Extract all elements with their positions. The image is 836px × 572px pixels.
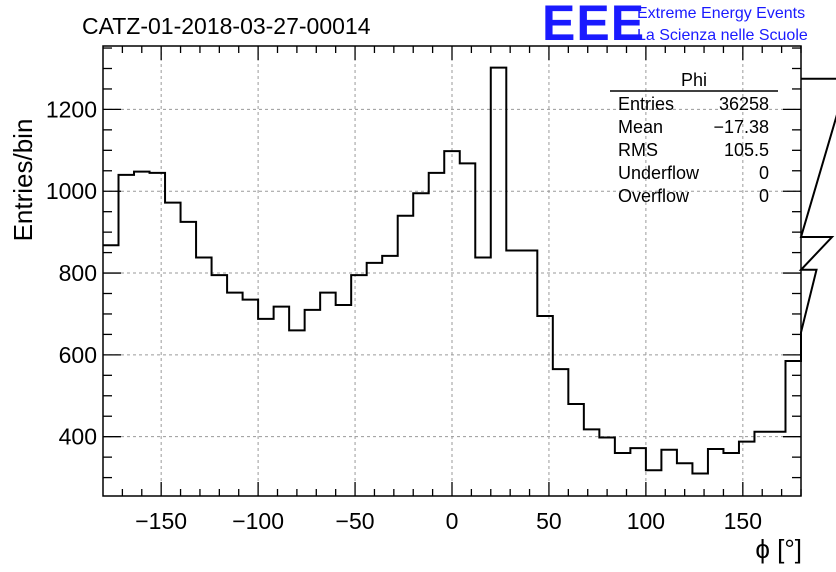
histogram-bin [227, 293, 243, 496]
stats-row-value: 36258 [719, 94, 769, 114]
histogram-bin [413, 193, 429, 496]
histogram-bin [398, 216, 414, 496]
histogram-bin [723, 453, 739, 496]
stats-row-label: Entries [618, 94, 674, 114]
histogram-bin [739, 442, 755, 496]
logo-mark: EEE [542, 0, 645, 51]
histogram-bin [119, 175, 135, 496]
logo-line1: Extreme Energy Events [637, 5, 805, 22]
stats-row-label: Overflow [618, 186, 690, 206]
logo-line2: La Scienza nelle Scuole [637, 27, 808, 44]
y-tick-label: 1000 [46, 178, 97, 204]
x-axis-label: ϕ [°] [755, 534, 802, 564]
stats-title: Phi [681, 70, 707, 90]
histogram-bin [289, 330, 305, 496]
x-tick-label: −150 [135, 508, 187, 534]
histogram-bin [429, 173, 445, 496]
histogram-bin [460, 163, 476, 496]
stats-row-value: 105.5 [724, 140, 769, 160]
histogram-bin [599, 438, 615, 497]
y-tick-label: 400 [59, 424, 97, 450]
histogram-bin [103, 245, 119, 496]
histogram-bin [754, 432, 770, 496]
plot-frame [102, 45, 802, 497]
y-tick-label: 600 [59, 342, 97, 368]
histogram-bin [305, 310, 321, 496]
stats-row-value: 0 [759, 186, 769, 206]
histogram-bin [785, 361, 801, 496]
histogram-bin [677, 463, 693, 496]
histogram-bin [351, 275, 367, 496]
histogram-bin [646, 470, 662, 496]
histogram-bin [150, 173, 166, 496]
histogram-bin [553, 369, 569, 496]
axis-ticks [103, 46, 802, 496]
histogram-bin [708, 449, 724, 496]
histogram-bin [661, 450, 677, 496]
histogram-bin [568, 404, 584, 496]
y-tick-label: 1200 [46, 96, 97, 122]
y-tick-label: 800 [59, 260, 97, 286]
histogram-bin [444, 151, 460, 496]
histogram-bin [506, 251, 522, 496]
stats-row-label: Mean [618, 117, 663, 137]
histogram-bin [491, 68, 507, 496]
stats-row-label: Underflow [618, 163, 700, 183]
histogram-bin [196, 258, 212, 497]
histogram-bin [475, 258, 491, 497]
histogram-bin [367, 263, 383, 496]
histogram-bin [320, 293, 336, 496]
histogram-bin [258, 319, 274, 496]
stats-row-value: 0 [759, 163, 769, 183]
eee-logo: EEE Extreme Energy Events La Scienza nel… [542, 0, 808, 51]
y-axis-label: Entries/bin [8, 119, 38, 242]
histogram-bin [212, 275, 228, 496]
histogram-bin [243, 300, 259, 496]
x-tick-label: 100 [627, 508, 665, 534]
stats-row-label: RMS [618, 140, 658, 160]
histogram-bin [537, 316, 553, 496]
histogram-bin [181, 222, 197, 496]
histogram-bin [522, 251, 538, 496]
histogram-bin [584, 429, 600, 496]
histogram-bin [630, 448, 646, 496]
histogram-bin [165, 203, 181, 496]
stats-rows: Entries 36258 Mean −17.38 RMS 105.5 Underflow 0… [618, 94, 769, 206]
x-tick-label: −50 [336, 508, 375, 534]
stats-row-value: −17.38 [713, 117, 769, 137]
histogram-bin [274, 307, 290, 496]
x-tick-label: −100 [232, 508, 284, 534]
histogram-bin [692, 474, 708, 497]
x-tick-label: 0 [446, 508, 459, 534]
histogram-bin [382, 256, 398, 496]
histogram-bin [770, 432, 786, 496]
grid [103, 46, 801, 496]
x-tick-label: 50 [536, 508, 562, 534]
stats-box: Phi Entries 36258 Mean −17.38 RMS 105.5 Underf… [610, 70, 778, 206]
histogram-line [103, 66, 836, 475]
histogram-title: CATZ-01-2018-03-27-00014 [82, 13, 371, 39]
histogram-bin [615, 453, 631, 496]
tick-labels: −150 −100 −50 0 50 100 150 400 600 800 1000 1200 [46, 96, 762, 534]
histogram-bin [336, 305, 352, 496]
x-tick-label: 150 [724, 508, 762, 534]
histogram-bin [134, 172, 150, 496]
